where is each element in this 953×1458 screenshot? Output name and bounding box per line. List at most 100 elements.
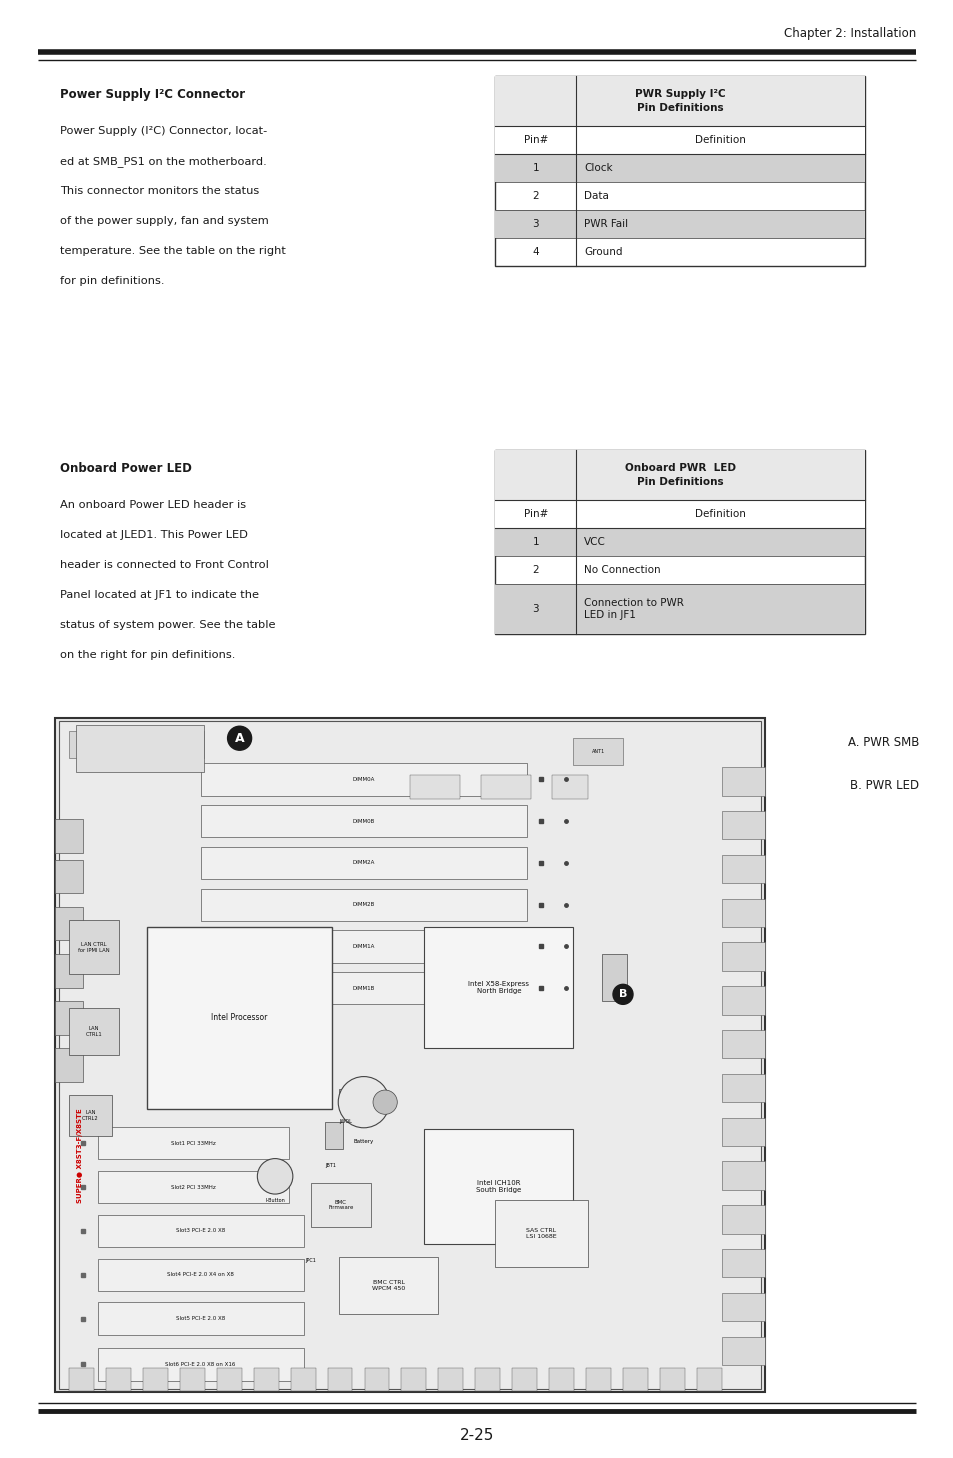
Text: Definition: Definition bbox=[695, 136, 745, 144]
Bar bbox=[253, 1368, 278, 1391]
Text: Slot6 PCI-E 2.0 X8 on X16: Slot6 PCI-E 2.0 X8 on X16 bbox=[165, 1362, 235, 1366]
Bar bbox=[495, 451, 864, 500]
Text: A. PWR SMB: A. PWR SMB bbox=[846, 736, 918, 749]
Bar bbox=[721, 1029, 764, 1059]
Text: B: B bbox=[618, 990, 626, 999]
Bar bbox=[55, 1002, 83, 1035]
Text: Battery: Battery bbox=[354, 1139, 374, 1145]
Text: Slot1 PCI 33MHz: Slot1 PCI 33MHz bbox=[171, 1140, 215, 1146]
Bar bbox=[721, 767, 764, 796]
Bar bbox=[495, 528, 864, 555]
Text: Intel X58-Express
North Bridge: Intel X58-Express North Bridge bbox=[468, 981, 529, 994]
Text: BMC
Firmware: BMC Firmware bbox=[328, 1200, 354, 1210]
Bar bbox=[200, 972, 527, 1005]
Bar bbox=[70, 1007, 119, 1056]
Text: Onboard PWR  LED
Pin Definitions: Onboard PWR LED Pin Definitions bbox=[624, 464, 735, 487]
Bar bbox=[480, 776, 530, 799]
Bar bbox=[495, 155, 864, 182]
Bar bbox=[216, 1368, 241, 1391]
Bar bbox=[200, 805, 527, 837]
Text: 2: 2 bbox=[532, 566, 538, 574]
Bar bbox=[721, 1075, 764, 1102]
Bar bbox=[364, 1368, 389, 1391]
Bar bbox=[97, 1349, 303, 1381]
Bar bbox=[338, 1257, 438, 1315]
Bar bbox=[311, 1182, 371, 1226]
Text: of the power supply, fan and system: of the power supply, fan and system bbox=[60, 216, 269, 226]
Bar bbox=[70, 920, 119, 974]
Text: An onboard Power LED header is: An onboard Power LED header is bbox=[60, 500, 246, 510]
Bar bbox=[721, 1206, 764, 1233]
Bar bbox=[55, 717, 764, 1392]
Circle shape bbox=[228, 726, 252, 751]
Text: Connection to PWR
LED in JF1: Connection to PWR LED in JF1 bbox=[584, 598, 683, 620]
Bar bbox=[659, 1368, 684, 1391]
Text: Intel ICH10R
South Bridge: Intel ICH10R South Bridge bbox=[476, 1180, 521, 1193]
Bar bbox=[601, 954, 626, 1002]
Bar bbox=[721, 898, 764, 927]
Bar bbox=[70, 732, 97, 758]
Bar bbox=[495, 210, 864, 238]
Bar bbox=[721, 1337, 764, 1365]
Bar bbox=[106, 1368, 131, 1391]
Bar bbox=[55, 907, 83, 940]
Circle shape bbox=[613, 984, 633, 1005]
Bar bbox=[401, 1368, 426, 1391]
Text: for pin definitions.: for pin definitions. bbox=[60, 276, 164, 286]
Text: I-Button: I-Button bbox=[265, 1197, 285, 1203]
Bar bbox=[55, 954, 83, 987]
Bar bbox=[721, 811, 764, 840]
Bar bbox=[147, 927, 332, 1110]
Text: DIMM2A: DIMM2A bbox=[353, 860, 375, 866]
Text: Onboard Power LED: Onboard Power LED bbox=[60, 462, 192, 475]
Bar bbox=[324, 1123, 342, 1149]
Bar bbox=[55, 819, 83, 853]
Text: VCC: VCC bbox=[584, 537, 606, 547]
Text: DIMM0B: DIMM0B bbox=[353, 818, 375, 824]
Text: Panel located at JF1 to indicate the: Panel located at JF1 to indicate the bbox=[60, 590, 258, 601]
Circle shape bbox=[257, 1159, 293, 1194]
Bar bbox=[55, 1048, 83, 1082]
Text: SUPER● X8ST3-F/X8STE: SUPER● X8ST3-F/X8STE bbox=[77, 1108, 83, 1203]
Text: Slot3 PCI-E 2.0 X8: Slot3 PCI-E 2.0 X8 bbox=[175, 1229, 225, 1233]
Bar bbox=[97, 1258, 303, 1290]
Bar bbox=[327, 1368, 352, 1391]
Text: Chapter 2: Installation: Chapter 2: Installation bbox=[783, 26, 915, 39]
Bar bbox=[338, 1089, 367, 1110]
Text: JWOL: JWOL bbox=[338, 1120, 352, 1124]
Bar bbox=[97, 1302, 303, 1334]
Bar bbox=[200, 847, 527, 879]
Bar bbox=[76, 725, 204, 771]
Text: Intel Processor: Intel Processor bbox=[212, 1013, 268, 1022]
Text: 1: 1 bbox=[532, 163, 538, 174]
Text: ANT1: ANT1 bbox=[591, 749, 604, 754]
Bar bbox=[424, 1128, 573, 1244]
Bar bbox=[143, 1368, 168, 1391]
Text: 2: 2 bbox=[532, 191, 538, 201]
Bar bbox=[97, 1127, 289, 1159]
Bar bbox=[58, 722, 760, 1388]
Text: LAN CTRL
for IPMI LAN: LAN CTRL for IPMI LAN bbox=[78, 942, 110, 952]
Text: PWR Fail: PWR Fail bbox=[584, 219, 628, 229]
Bar bbox=[438, 1368, 463, 1391]
Bar bbox=[55, 860, 83, 894]
Bar bbox=[495, 451, 864, 634]
Bar bbox=[721, 942, 764, 971]
Text: JPC1: JPC1 bbox=[305, 1258, 315, 1263]
Text: Slot2 PCI 33MHz: Slot2 PCI 33MHz bbox=[171, 1184, 215, 1190]
Text: This connector monitors the status: This connector monitors the status bbox=[60, 187, 259, 195]
Bar bbox=[180, 1368, 205, 1391]
Text: Data: Data bbox=[584, 191, 609, 201]
Text: ed at SMB_PS1 on the motherboard.: ed at SMB_PS1 on the motherboard. bbox=[60, 156, 267, 166]
Text: 4: 4 bbox=[532, 246, 538, 257]
Text: header is connected to Front Control: header is connected to Front Control bbox=[60, 560, 269, 570]
Bar bbox=[140, 732, 169, 758]
Bar bbox=[200, 763, 527, 796]
Text: Power Supply (I²C) Connector, locat-: Power Supply (I²C) Connector, locat- bbox=[60, 125, 267, 136]
Bar bbox=[549, 1368, 574, 1391]
Bar bbox=[200, 930, 527, 962]
Text: BMC CTRL
WPCM 450: BMC CTRL WPCM 450 bbox=[372, 1280, 405, 1292]
Bar bbox=[585, 1368, 610, 1391]
Text: status of system power. See the table: status of system power. See the table bbox=[60, 620, 275, 630]
Bar bbox=[495, 585, 864, 634]
